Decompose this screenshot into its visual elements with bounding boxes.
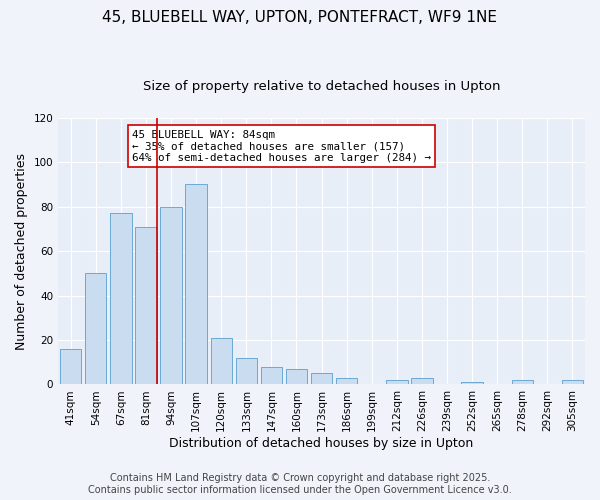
Bar (110, 214, 131, 384)
Bar (411, 378, 433, 384)
Bar (261, 366, 282, 384)
Bar (286, 369, 307, 384)
X-axis label: Distribution of detached houses by size in Upton: Distribution of detached houses by size … (169, 437, 474, 450)
Text: 45, BLUEBELL WAY, UPTON, PONTEFRACT, WF9 1NE: 45, BLUEBELL WAY, UPTON, PONTEFRACT, WF9… (103, 10, 497, 25)
Bar (160, 206, 182, 384)
Bar (512, 380, 533, 384)
Bar (386, 380, 407, 384)
Bar (336, 378, 358, 384)
Bar (185, 184, 207, 384)
Bar (211, 338, 232, 384)
Bar (60, 349, 82, 384)
Bar (136, 226, 157, 384)
Y-axis label: Number of detached properties: Number of detached properties (15, 152, 28, 350)
Text: 45 BLUEBELL WAY: 84sqm
← 35% of detached houses are smaller (157)
64% of semi-de: 45 BLUEBELL WAY: 84sqm ← 35% of detached… (132, 130, 431, 163)
Bar (236, 358, 257, 384)
Bar (461, 382, 483, 384)
Bar (311, 374, 332, 384)
Title: Size of property relative to detached houses in Upton: Size of property relative to detached ho… (143, 80, 500, 93)
Bar (85, 274, 106, 384)
Text: Contains HM Land Registry data © Crown copyright and database right 2025.
Contai: Contains HM Land Registry data © Crown c… (88, 474, 512, 495)
Bar (562, 380, 583, 384)
